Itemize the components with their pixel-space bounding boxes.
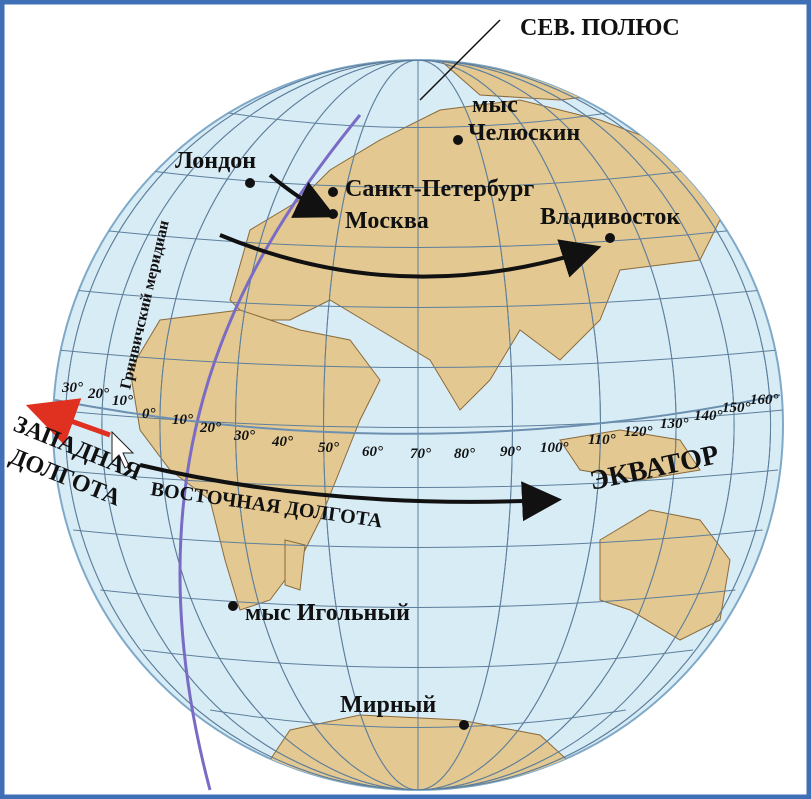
degree-label: 50° xyxy=(318,440,339,456)
parallel xyxy=(210,109,626,128)
land xyxy=(129,60,731,790)
degree-label: 110° xyxy=(588,432,616,448)
degree-label: 0° xyxy=(142,406,156,422)
cursor xyxy=(111,430,135,469)
label: мыс Игольный xyxy=(245,600,410,626)
meridian xyxy=(159,60,677,790)
label: Челюскин xyxy=(468,120,580,146)
degree-label: 30° xyxy=(61,380,83,396)
parallel xyxy=(210,709,626,728)
meridian xyxy=(323,60,513,790)
label: Мирный xyxy=(340,692,436,718)
meridian xyxy=(101,60,735,790)
parallel xyxy=(73,529,763,548)
equator-line xyxy=(54,394,781,435)
degree-label: 160° xyxy=(750,392,779,408)
label: Санкт-Петербург xyxy=(345,176,534,202)
greenwich-meridian xyxy=(178,114,362,791)
degree-label: 70° xyxy=(410,446,431,462)
label: Владивосток xyxy=(540,204,680,230)
degree-label: 140° xyxy=(694,408,723,424)
degree-label: 10° xyxy=(112,393,133,409)
degree-label: 130° xyxy=(660,416,689,432)
pole-leader xyxy=(419,19,501,101)
parallel xyxy=(57,349,779,368)
parallel xyxy=(73,289,763,308)
degree-label: 150° xyxy=(722,400,751,416)
degree-label: 20° xyxy=(87,386,109,402)
city-dots xyxy=(228,135,615,730)
degree-label: 90° xyxy=(500,444,521,460)
label: СЕВ. ПОЛЮС xyxy=(520,15,680,41)
parallel xyxy=(142,169,694,188)
parallel xyxy=(100,589,736,608)
label: Москва xyxy=(345,208,429,234)
parallel xyxy=(142,649,694,668)
west-arrow xyxy=(25,398,111,446)
arrow xyxy=(139,463,562,522)
degree-label: 10° xyxy=(172,412,193,428)
degree-label: 20° xyxy=(199,420,221,436)
degree-label: 30° xyxy=(233,428,255,444)
degree-label: 100° xyxy=(540,440,569,456)
arrow xyxy=(219,233,602,279)
degree-label: 80° xyxy=(454,446,475,462)
degree-label: 60° xyxy=(362,444,383,460)
parallel xyxy=(57,469,779,488)
label: Лондон xyxy=(175,148,256,174)
degree-label: 120° xyxy=(624,424,653,440)
parallel xyxy=(53,409,783,428)
degree-label: 40° xyxy=(271,434,293,450)
label: мыс xyxy=(472,92,518,118)
parallel xyxy=(100,229,736,248)
arrow xyxy=(268,173,336,218)
